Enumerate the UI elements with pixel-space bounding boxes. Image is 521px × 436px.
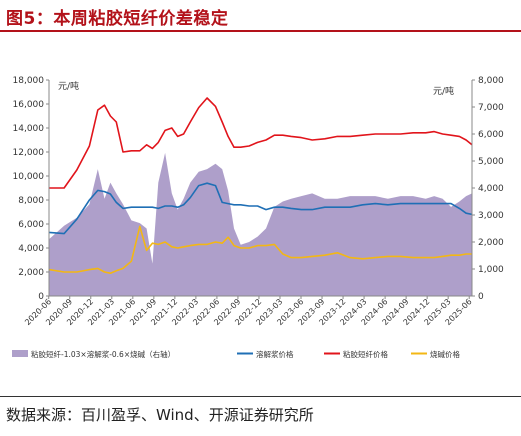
unit-right-label: 元/吨	[433, 85, 454, 97]
legend-label: 溶解浆价格	[256, 349, 294, 359]
figure-header: 图5：本周粘胶短纤价差稳定	[0, 0, 521, 32]
series-line-2	[49, 97, 473, 189]
y-tick-label-right: 1,000	[478, 265, 504, 275]
y-tick-label-right: 6,000	[478, 130, 504, 140]
y-tick-label-right: 5,000	[478, 157, 504, 167]
legend-label: 粘胶短纤-1.03×溶解浆-0.6×烧碱（右轴）	[31, 349, 175, 359]
y-tick-label-left: 18,000	[13, 76, 45, 86]
y-tick-label-left: 16,000	[13, 100, 45, 110]
legend-label: 粘胶短纤价格	[343, 349, 388, 359]
y-tick-label-right: 3,000	[478, 211, 504, 221]
y-tick-label-right: 7,000	[478, 103, 504, 113]
legend-label: 烧碱价格	[430, 349, 460, 359]
figure-title: 图5：本周粘胶短纤价差稳定	[6, 9, 229, 29]
series-line-1	[48, 182, 473, 235]
unit-left-label: 元/吨	[58, 80, 79, 92]
y-tick-label-left: 6,000	[18, 220, 44, 230]
y-tick-label-right: 2,000	[478, 238, 504, 248]
y-tick-label-left: 12,000	[13, 148, 45, 158]
y-tick-label-left: 10,000	[13, 172, 45, 182]
series-line-3	[48, 225, 472, 274]
y-tick-label-left: 14,000	[13, 124, 45, 134]
legend-swatch-area	[12, 350, 28, 357]
source-note: 数据来源：百川盈孚、Wind、开源证券研究所	[6, 406, 314, 424]
title-rule	[0, 30, 521, 32]
footer-rule	[0, 396, 521, 397]
y-tick-label-left: 0	[38, 292, 44, 302]
y-tick-label-left: 8,000	[18, 196, 44, 206]
y-tick-label-left: 2,000	[18, 268, 44, 278]
y-tick-label-left: 4,000	[18, 244, 44, 254]
chart: 元/吨 元/吨 0 2,000 4,000 6,000 8,000 10,000 12,00…	[12, 76, 504, 359]
y-tick-label-right: 0	[478, 292, 484, 302]
series-area-0	[49, 152, 472, 296]
y-tick-label-right: 4,000	[478, 184, 504, 194]
y-tick-label-right: 8,000	[478, 76, 504, 86]
